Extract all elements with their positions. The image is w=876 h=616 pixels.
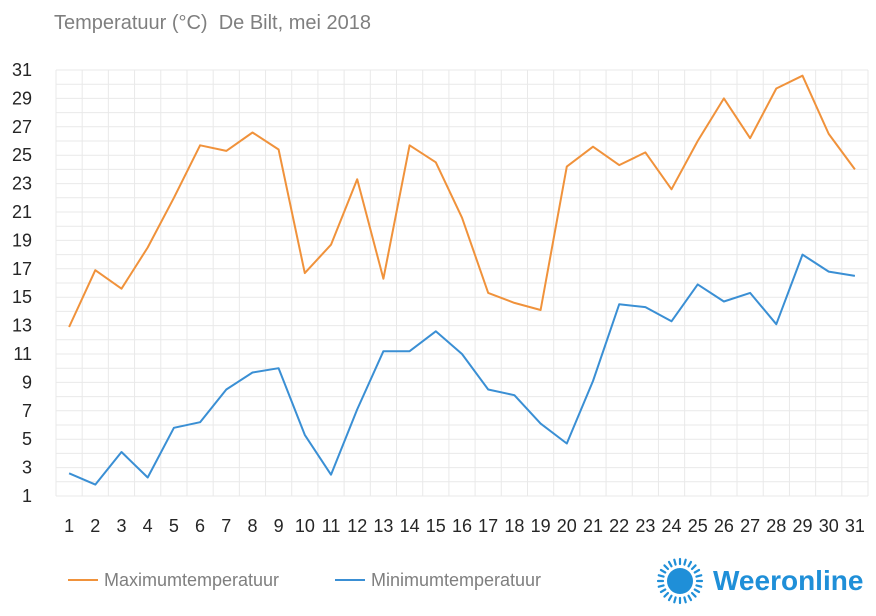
x-tick-label: 20: [557, 516, 577, 536]
x-tick-label: 2: [90, 516, 100, 536]
brand-logo: Weeronline: [655, 556, 863, 606]
x-tick-label: 29: [793, 516, 813, 536]
sun-ray: [687, 594, 693, 602]
chart-title: Temperatuur (°C) De Bilt, mei 2018: [54, 12, 372, 34]
series-line-max: [68, 74, 856, 328]
sun-ray: [693, 588, 701, 594]
sun-logo-icon: [656, 557, 704, 605]
legend-item-max: Maximumtemperatuur: [68, 568, 279, 592]
x-tick-label: 10: [295, 516, 315, 536]
x-tick-label: 23: [635, 516, 655, 536]
sun-ray: [663, 564, 670, 571]
y-tick-label: 21: [12, 202, 32, 222]
y-tick-label: 23: [12, 174, 32, 194]
sun-ray: [695, 574, 703, 578]
sun-ray: [659, 568, 667, 574]
x-tick-label: 7: [221, 516, 231, 536]
x-tick-label: 28: [766, 516, 786, 536]
y-tick-label: 3: [22, 458, 32, 478]
brand-name: Weeronline: [713, 565, 864, 596]
sun-ray: [687, 560, 693, 568]
sun-ray: [657, 584, 665, 588]
y-tick-label: 27: [12, 117, 32, 137]
x-tick-label: 15: [426, 516, 446, 536]
legend-label-max: Maximumtemperatuur: [104, 569, 280, 590]
legend-item-min: Minimumtemperatuur: [335, 568, 541, 592]
x-tick-label: 17: [478, 516, 498, 536]
sun-ray: [667, 560, 673, 568]
x-tick-label: 26: [714, 516, 734, 536]
x-tick-label: 11: [322, 516, 341, 536]
sun-ray: [690, 591, 697, 598]
x-tick-label: 4: [143, 516, 153, 536]
x-tick-label: 30: [819, 516, 839, 536]
x-tick-label: 16: [452, 516, 472, 536]
y-tick-label: 7: [22, 401, 32, 421]
sun-ray: [673, 558, 677, 566]
sun-ray: [683, 558, 687, 566]
x-tick-label: 27: [740, 516, 760, 536]
y-tick-label: 15: [12, 287, 32, 307]
x-tick-label: 25: [688, 516, 708, 536]
sun-ray: [673, 596, 677, 604]
legend-swatch-min: [335, 579, 365, 581]
sun-ray: [657, 574, 665, 578]
x-tick-label: 31: [845, 516, 865, 536]
x-tick-label: 14: [400, 516, 420, 536]
y-tick-label: 31: [12, 60, 32, 80]
x-tick-label: 12: [347, 516, 367, 536]
x-tick-label: 1: [64, 516, 74, 536]
y-tick-label: 25: [12, 145, 32, 165]
x-tick-label: 9: [274, 516, 284, 536]
x-tick-label: 3: [116, 516, 126, 536]
sun-ray: [683, 596, 687, 604]
legend-swatch-max: [68, 579, 98, 581]
x-tick-label: 21: [583, 516, 603, 536]
y-tick-label: 19: [12, 230, 32, 250]
y-tick-label: 29: [12, 88, 32, 108]
series-line-min: [68, 253, 856, 486]
series-lines: [68, 74, 856, 486]
x-tick-label: 22: [609, 516, 629, 536]
y-tick-label: 1: [22, 486, 32, 506]
x-tick-label: 19: [531, 516, 551, 536]
x-tick-label: 8: [247, 516, 257, 536]
x-tick-label: 24: [662, 516, 682, 536]
x-axis-ticks: 1 2 3 4 5 6 7 8 9 10 11 12 13 14 15 16 17 18 19 20 21 22 23 24 2…: [64, 516, 865, 536]
x-tick-label: 13: [373, 516, 393, 536]
sun-ray: [667, 594, 673, 602]
x-tick-label: 18: [504, 516, 524, 536]
sun-ray: [663, 591, 670, 598]
sun-ray: [690, 564, 697, 571]
y-tick-label: 5: [22, 429, 32, 449]
x-tick-label: 6: [195, 516, 205, 536]
y-tick-label: 13: [12, 316, 32, 336]
y-tick-label: 9: [22, 372, 32, 392]
y-tick-label: 17: [12, 259, 32, 279]
sun-ray: [659, 588, 667, 594]
legend-label-min: Minimumtemperatuur: [371, 569, 542, 590]
sun-ray: [695, 584, 703, 588]
y-tick-label: 11: [13, 344, 32, 364]
x-tick-label: 5: [169, 516, 179, 536]
sun-ray: [693, 568, 701, 574]
